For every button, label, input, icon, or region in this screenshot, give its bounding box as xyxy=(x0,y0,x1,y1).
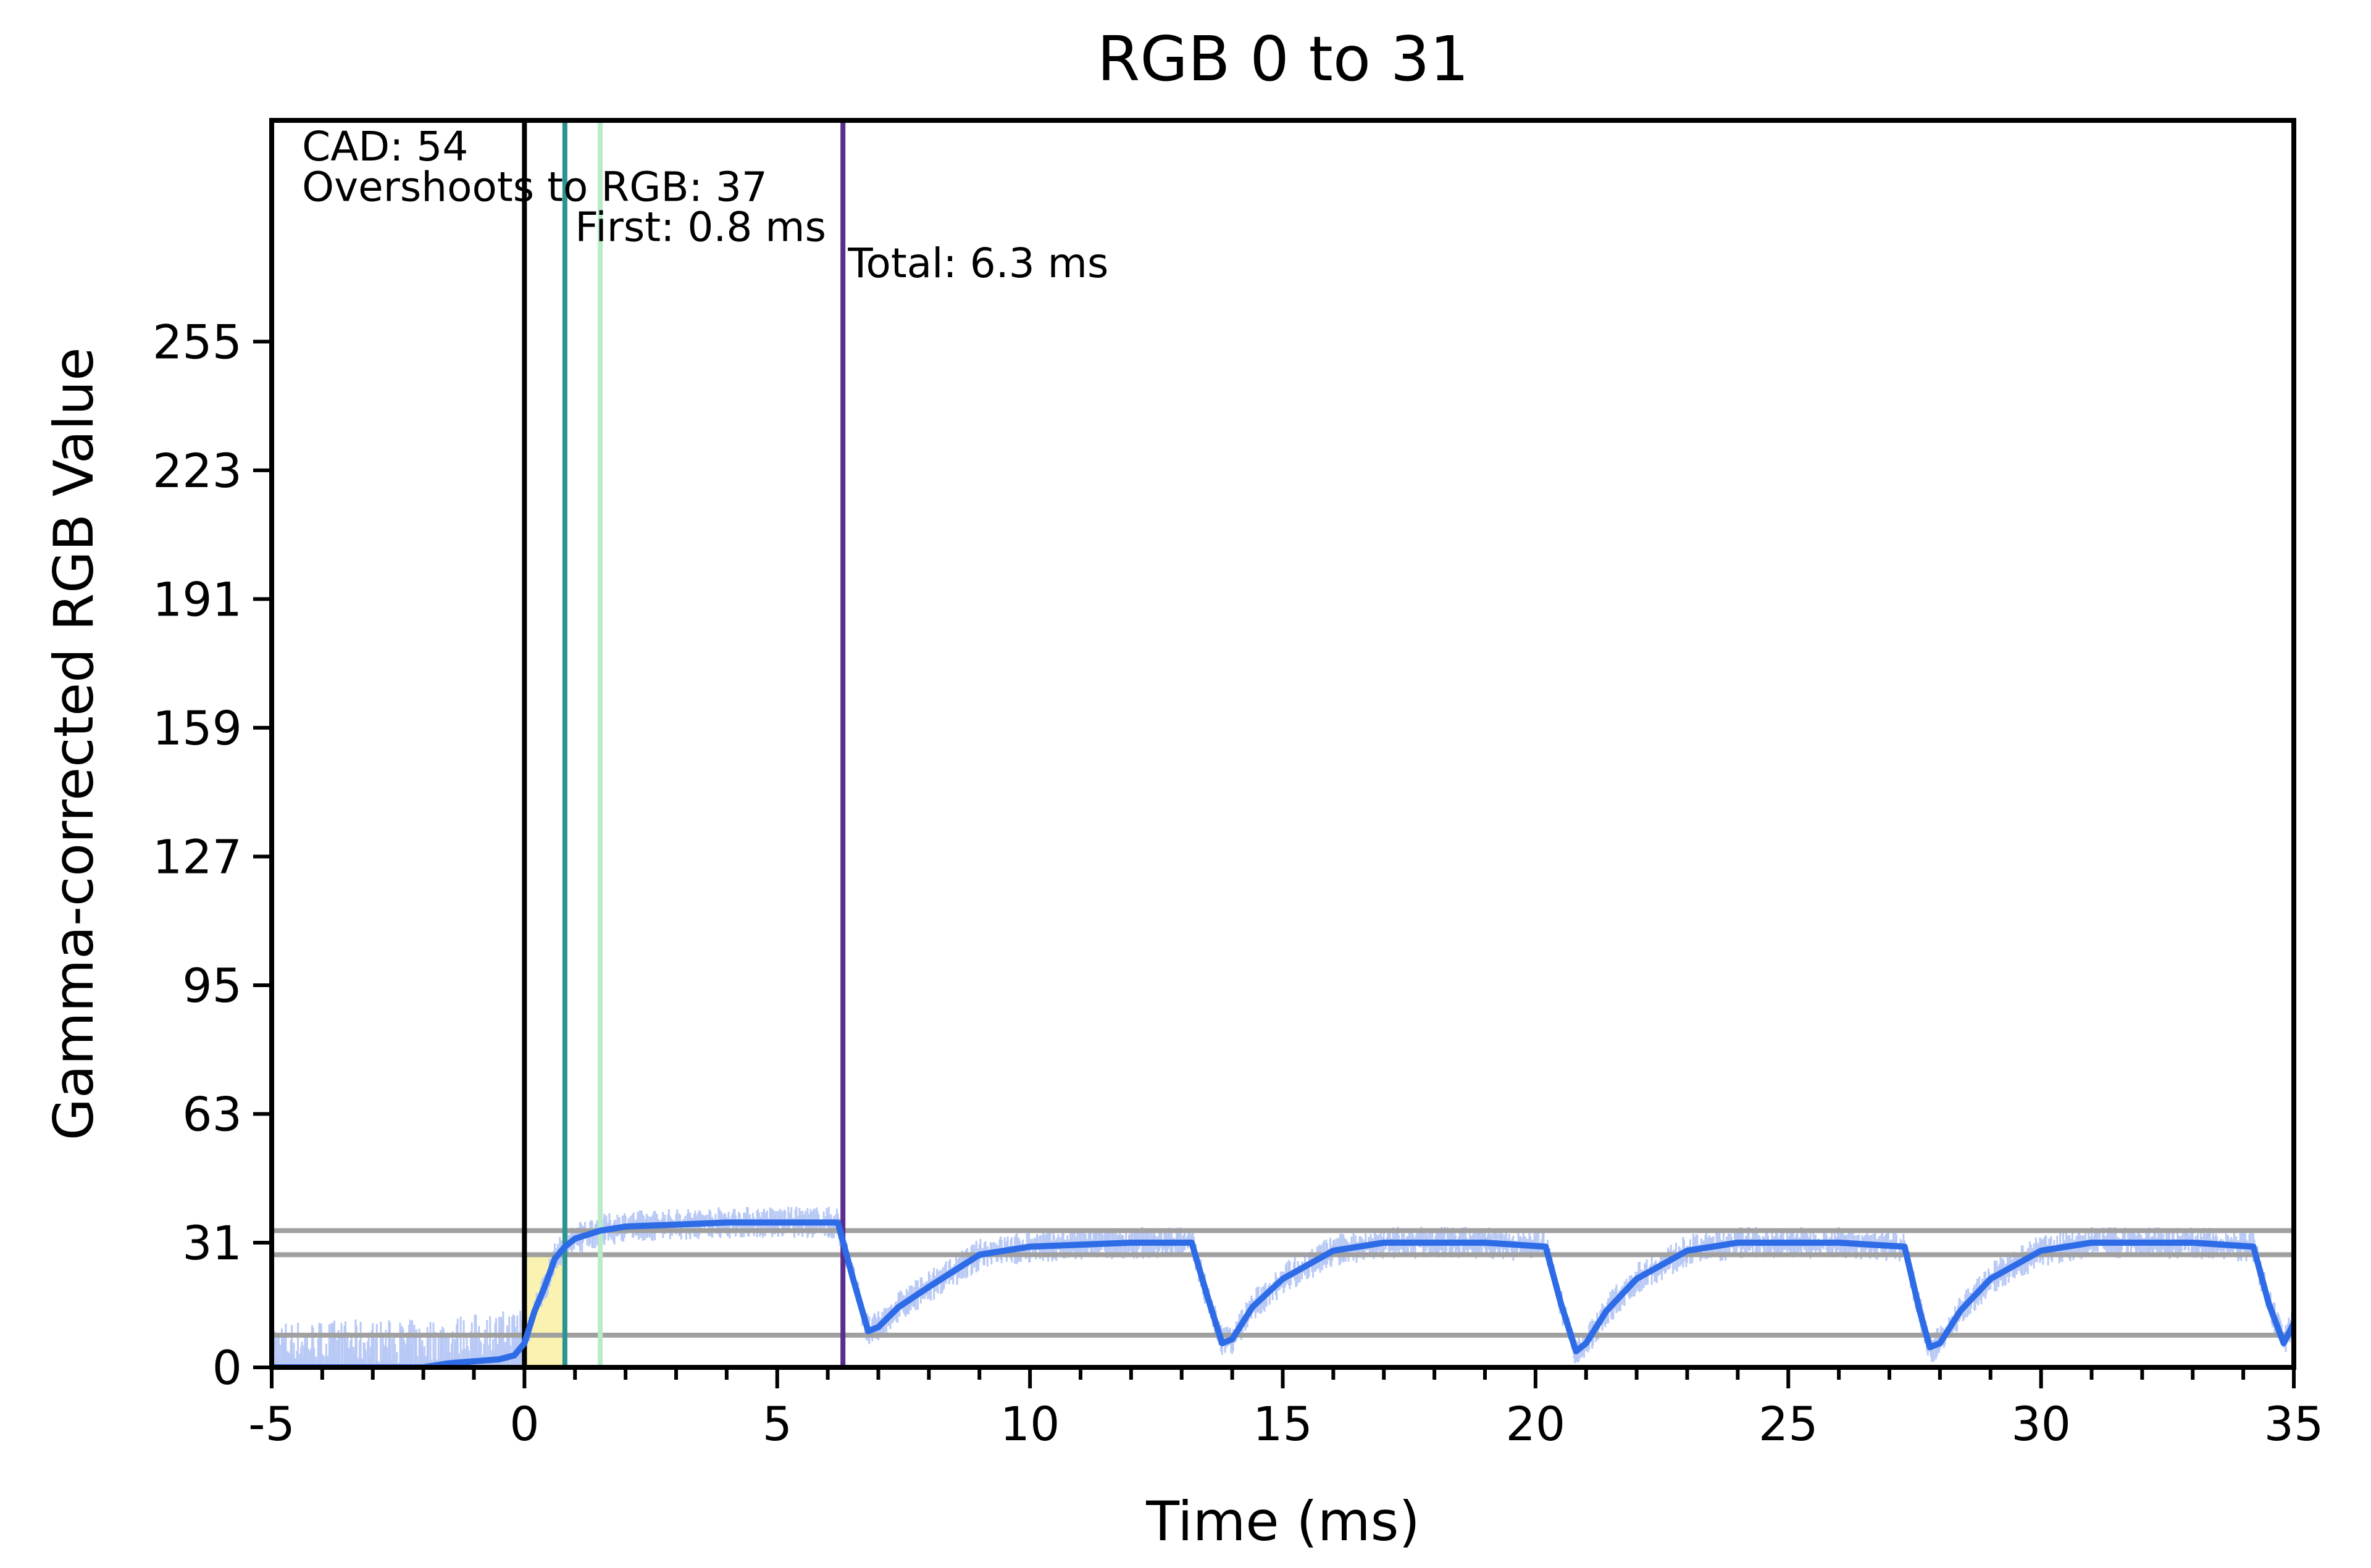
x-tick-label: 10 xyxy=(1000,1396,1060,1451)
y-tick-label: 63 xyxy=(182,1086,242,1141)
series-line xyxy=(272,1219,2294,1367)
y-tick-label: 0 xyxy=(212,1340,242,1395)
annotation-1: Overshoots to RGB: 37 xyxy=(302,163,767,211)
y-axis-label: Gamma-corrected RGB Value xyxy=(42,348,106,1141)
x-axis-label: Time (ms) xyxy=(1145,1490,1420,1553)
x-tick-label: 0 xyxy=(509,1396,539,1451)
x-tick-label: 5 xyxy=(763,1396,792,1451)
y-tick-label: 127 xyxy=(153,829,242,884)
annotation-0: CAD: 54 xyxy=(302,123,468,170)
x-tick-label: 25 xyxy=(1758,1396,1818,1451)
x-tick-label: -5 xyxy=(248,1396,295,1451)
x-tick-label: 35 xyxy=(2264,1396,2324,1451)
plot-area: -5 0 5 10 15 20 25 30 350316395127159191223255CA… xyxy=(153,118,2324,1451)
y-tick-label: 191 xyxy=(153,572,242,627)
y-tick-label: 255 xyxy=(153,314,242,369)
x-tick-label: 15 xyxy=(1253,1396,1313,1451)
y-tick-label: 95 xyxy=(182,958,242,1013)
plot-frame xyxy=(269,118,2296,1370)
shaded-region xyxy=(524,1254,565,1367)
annotation-2: First: 0.8 ms xyxy=(575,203,826,251)
chart-title: RGB 0 to 31 xyxy=(1097,23,1469,95)
x-tick-label: 30 xyxy=(2011,1396,2071,1451)
y-tick-label: 159 xyxy=(153,701,242,756)
y-tick-label: 31 xyxy=(182,1216,242,1270)
annotation-3: Total: 6.3 ms xyxy=(847,240,1108,287)
y-tick-label: 223 xyxy=(153,443,242,498)
x-tick-label: 20 xyxy=(1506,1396,1566,1451)
